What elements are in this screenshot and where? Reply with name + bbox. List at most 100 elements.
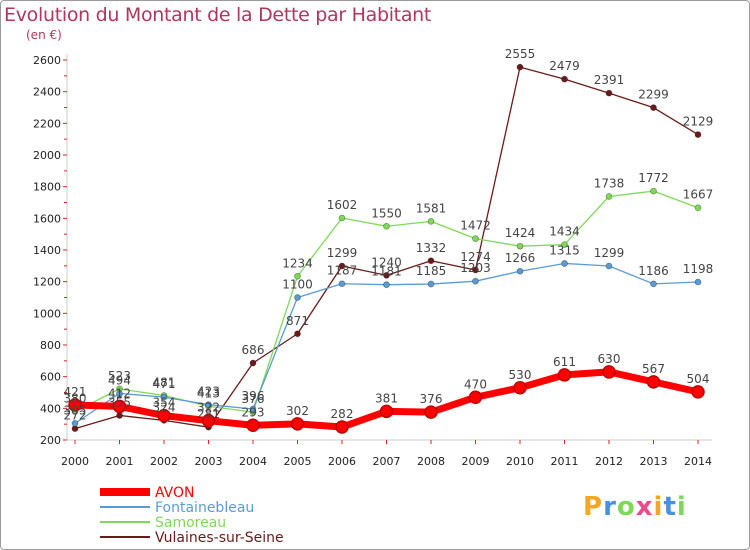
data-point [605, 89, 613, 97]
x-tick-label: 2001 [106, 455, 134, 468]
proxiti-logo: Proxiti [583, 492, 687, 522]
y-tick-label: 2400 [33, 86, 61, 99]
chart-unit: (en €) [26, 28, 62, 42]
data-label: 1187 [327, 264, 358, 278]
x-tick-label: 2003 [195, 455, 223, 468]
data-point [246, 418, 260, 433]
data-point [650, 187, 657, 195]
logo-letter: P [583, 492, 604, 522]
data-point [116, 412, 123, 419]
x-tick-label: 2002 [150, 455, 178, 468]
data-label: 302 [286, 404, 309, 418]
data-label: 1472 [460, 219, 491, 233]
data-label: 1181 [371, 265, 402, 279]
legend-label: AVON [155, 485, 195, 501]
x-tick-label: 2009 [462, 455, 490, 468]
data-label: 354 [153, 396, 176, 410]
data-point [112, 399, 127, 414]
data-label: 421 [64, 385, 87, 399]
data-label: 1203 [460, 261, 491, 275]
data-label: 1186 [638, 264, 669, 278]
data-point [691, 385, 705, 399]
data-point [605, 262, 613, 270]
data-label: 423 [197, 385, 220, 399]
data-label: 1772 [638, 171, 669, 185]
data-point [383, 271, 390, 279]
data-point [427, 257, 435, 265]
data-label: 1738 [594, 176, 625, 190]
data-label: 376 [420, 392, 443, 406]
x-tick-label: 2004 [239, 455, 267, 468]
data-point [561, 260, 568, 267]
data-point [205, 401, 212, 409]
data-point [557, 368, 572, 382]
legend-label: Samoreau [155, 515, 226, 531]
data-label: 1602 [327, 198, 358, 212]
data-label: 2299 [638, 88, 669, 102]
logo-letter: i [676, 492, 687, 522]
data-label: 1299 [327, 246, 358, 260]
data-point [561, 241, 568, 249]
data-point [472, 266, 479, 274]
data-label: 381 [375, 391, 398, 405]
x-tick-label: 2008 [417, 455, 445, 468]
data-point [513, 381, 527, 395]
data-point [383, 222, 390, 230]
data-label: 471 [153, 377, 176, 391]
data-point [516, 63, 524, 71]
data-point [116, 390, 123, 397]
data-point [294, 330, 301, 338]
y-tick-label: 1000 [33, 307, 61, 320]
logo-letter: i [653, 492, 664, 522]
data-point [201, 413, 216, 428]
y-tick-label: 1400 [33, 244, 61, 257]
data-label: 1100 [282, 278, 313, 292]
logo-letter: x [635, 492, 654, 522]
data-label: 272 [64, 409, 87, 423]
chart-title: Evolution du Montant de la Dette par Hab… [4, 4, 432, 26]
y-tick-label: 200 [40, 434, 61, 447]
data-label: 1332 [416, 241, 447, 255]
x-tick-label: 2012 [595, 455, 623, 468]
data-label: 1234 [282, 256, 313, 270]
data-point [294, 294, 301, 301]
data-point [427, 280, 435, 288]
legend-label: Vulaines-sur-Seine [155, 530, 284, 546]
data-point [249, 359, 257, 367]
data-label: 504 [687, 372, 710, 386]
data-label: 470 [464, 377, 487, 391]
data-label: 324 [153, 400, 176, 414]
data-label: 1266 [505, 251, 536, 265]
data-label: 1274 [460, 250, 491, 264]
data-point [338, 280, 346, 288]
data-point [516, 242, 524, 250]
y-tick-label: 600 [40, 371, 61, 384]
x-tick-label: 2013 [640, 455, 668, 468]
data-label: 1550 [371, 206, 402, 220]
data-point [71, 419, 79, 427]
data-label: 281 [197, 407, 220, 421]
logo-letter: r [603, 492, 617, 522]
data-point [335, 420, 349, 434]
data-label: 1667 [683, 188, 714, 202]
data-point [160, 393, 168, 401]
data-label: 1581 [416, 201, 447, 215]
y-tick-label: 1800 [33, 181, 61, 194]
data-label: 2391 [594, 73, 625, 87]
data-label: 1185 [416, 264, 447, 278]
data-label: 282 [331, 407, 354, 421]
data-point [338, 262, 346, 270]
y-tick-label: 1200 [33, 276, 61, 289]
data-label: 686 [242, 343, 265, 357]
data-point [694, 204, 702, 212]
data-label: 567 [642, 362, 665, 376]
data-point [516, 267, 524, 275]
data-label: 494 [108, 373, 131, 387]
data-point [694, 131, 702, 138]
data-label: 305 [64, 403, 87, 417]
data-label: 396 [242, 389, 265, 403]
data-point [472, 277, 479, 285]
data-label: 1240 [371, 255, 402, 269]
data-point [338, 214, 346, 222]
